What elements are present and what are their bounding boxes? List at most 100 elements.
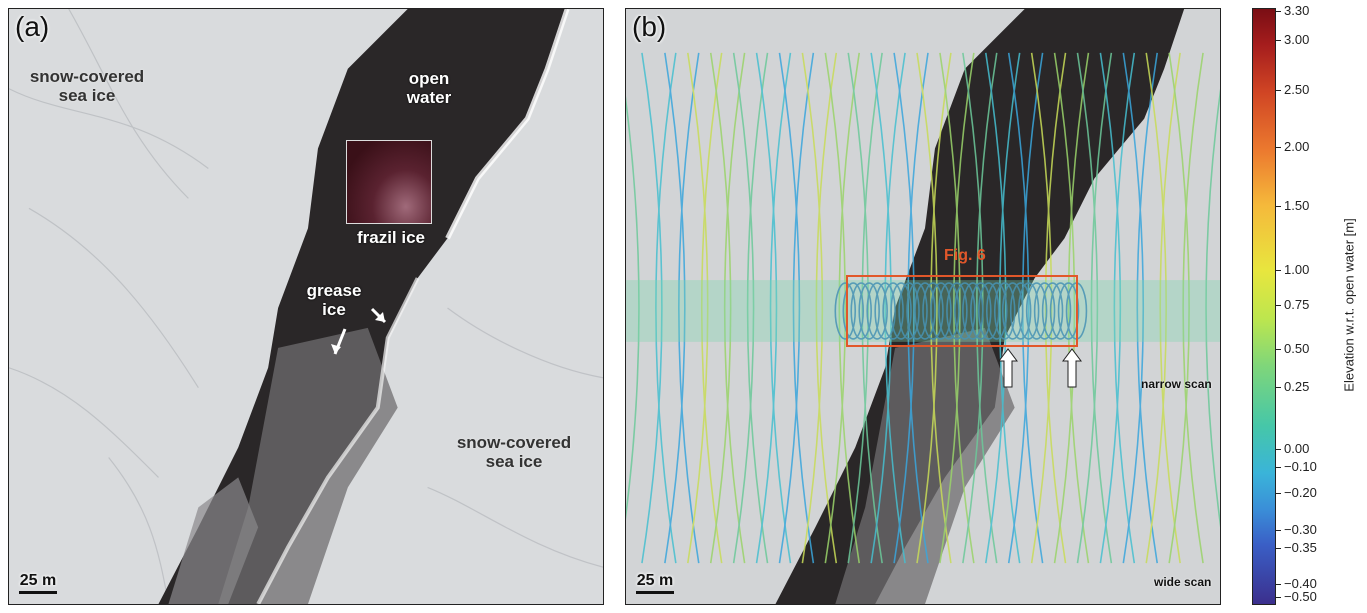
scan-arc bbox=[1168, 52, 1190, 564]
panel-a-label: (a) bbox=[15, 11, 50, 42]
colorbar-tick-mark bbox=[1276, 270, 1281, 271]
colorbar-tick-mark bbox=[1276, 11, 1281, 12]
scan-arc bbox=[755, 52, 778, 564]
colorbar-tick-label: 0.00 bbox=[1284, 441, 1310, 456]
narrow-scan-loop bbox=[946, 282, 968, 340]
scan-arc bbox=[976, 52, 998, 564]
open-water-label: open water bbox=[406, 69, 452, 107]
scan-arc bbox=[678, 52, 700, 564]
narrow-scan-loop bbox=[1041, 282, 1064, 340]
panel-b-label: (b) bbox=[632, 11, 667, 42]
scan-arc bbox=[1145, 52, 1167, 564]
narrow-scan-loop bbox=[1033, 282, 1056, 340]
scan-arc bbox=[1076, 52, 1099, 564]
colorbar-tick-mark bbox=[1276, 467, 1281, 468]
scan-arc bbox=[939, 52, 961, 564]
colorbar-title: Elevation w.r.t. open water [m] bbox=[1341, 218, 1357, 392]
colorbar-tick-mark bbox=[1276, 584, 1281, 585]
scan-arc bbox=[778, 52, 801, 564]
grease-ice-arrows-icon bbox=[331, 307, 387, 355]
colorbar-tick-label: 3.00 bbox=[1284, 32, 1310, 47]
narrow-scan-loop bbox=[874, 282, 896, 340]
colorbar-tick-label: 0.25 bbox=[1284, 379, 1310, 394]
scan-arc bbox=[815, 52, 838, 564]
snow-covered-sea-ice-label-right: snow-covered sea ice bbox=[456, 433, 572, 471]
scan-arc bbox=[1067, 52, 1090, 564]
narrow-scan-loop bbox=[985, 282, 1008, 340]
colorbar-tick-mark bbox=[1276, 147, 1281, 148]
narrow-scan-loop bbox=[906, 282, 928, 340]
scan-arc bbox=[907, 52, 929, 564]
colorbar-tick-label: 1.50 bbox=[1284, 198, 1310, 213]
colorbar-tick-label: 2.00 bbox=[1284, 139, 1310, 154]
colorbar-tick-label: 3.30 bbox=[1284, 3, 1310, 18]
scan-arc bbox=[1122, 52, 1145, 564]
colorbar-tick-mark bbox=[1276, 90, 1281, 91]
panel-b-elevation-overlay: (b) Fig. 6 narrow scan wide scan 25 m bbox=[625, 8, 1221, 605]
scale-label-b: 25 m bbox=[636, 572, 674, 589]
narrow-scan-loop bbox=[1009, 282, 1032, 340]
colorbar-tick-label: 2.50 bbox=[1284, 82, 1310, 97]
colorbar-tick-label: −0.40 bbox=[1284, 576, 1317, 591]
scan-arc bbox=[893, 52, 915, 564]
colorbar-tick-mark bbox=[1276, 40, 1281, 41]
scan-arc bbox=[985, 52, 1007, 564]
snow-covered-sea-ice-label-left: snow-covered sea ice bbox=[29, 67, 145, 105]
scan-arc bbox=[847, 52, 869, 564]
colorbar-tick-label: −0.10 bbox=[1284, 459, 1317, 474]
narrow-scan-loop bbox=[1057, 282, 1080, 340]
elevation-colorbar bbox=[1252, 8, 1276, 605]
fig6-label: Fig. 6 bbox=[944, 247, 986, 264]
scan-arc bbox=[838, 52, 861, 564]
colorbar-tick-label: 0.75 bbox=[1284, 297, 1310, 312]
frazil-ice-inset-photo bbox=[346, 140, 432, 224]
scan-arc bbox=[824, 52, 847, 564]
scan-arc bbox=[801, 52, 824, 564]
scan-arc bbox=[916, 52, 938, 564]
colorbar-tick-label: −0.20 bbox=[1284, 485, 1317, 500]
narrow-scan-loop bbox=[993, 282, 1016, 340]
colorbar-tick-mark bbox=[1276, 349, 1281, 350]
colorbar-tick-mark bbox=[1276, 493, 1281, 494]
panel-a-photo: (a) snow-covered sea ice open water fraz… bbox=[8, 8, 604, 605]
scan-arc bbox=[723, 52, 746, 564]
narrow-scan-loop bbox=[1017, 282, 1040, 340]
narrow-scan-loop bbox=[1001, 282, 1024, 340]
scan-arc bbox=[998, 52, 1021, 564]
colorbar-tick-mark bbox=[1276, 530, 1281, 531]
narrow-scan-loop bbox=[978, 282, 1000, 340]
narrow-scan-loop bbox=[970, 282, 992, 340]
colorbar-tick-label: 1.00 bbox=[1284, 262, 1310, 277]
narrow-scan-loop bbox=[1049, 282, 1072, 340]
scan-arc bbox=[709, 52, 732, 564]
scan-arc bbox=[1044, 52, 1067, 564]
narrow-scan-loop bbox=[890, 282, 912, 340]
scan-arc bbox=[641, 52, 663, 564]
scale-label-a: 25 m bbox=[19, 572, 57, 589]
narrow-scan-loop bbox=[914, 282, 936, 340]
scan-arc bbox=[732, 52, 755, 564]
scale-bar-a: 25 m bbox=[19, 572, 57, 594]
scan-arc bbox=[746, 52, 769, 564]
narrow-scan-loop bbox=[882, 282, 904, 340]
sea-ice-image-a bbox=[9, 9, 603, 604]
scan-arc bbox=[769, 52, 792, 564]
colorbar-tick-mark bbox=[1276, 206, 1281, 207]
scan-arc bbox=[1159, 52, 1181, 564]
narrow-scan-loop bbox=[858, 282, 880, 340]
scan-arc bbox=[953, 52, 975, 564]
fig6-arrows-icon bbox=[998, 348, 1082, 388]
narrow-scan-loop bbox=[954, 282, 976, 340]
scan-arc bbox=[1182, 52, 1204, 564]
scan-arc bbox=[1205, 88, 1220, 528]
scan-arc bbox=[884, 52, 906, 564]
colorbar-tick-mark bbox=[1276, 548, 1281, 549]
scan-arc bbox=[1030, 52, 1053, 564]
scan-arc bbox=[626, 96, 640, 520]
colorbar-tick-label: 0.50 bbox=[1284, 341, 1310, 356]
scan-arc bbox=[1053, 52, 1076, 564]
frazil-ice-label: frazil ice bbox=[356, 228, 426, 247]
narrow-scan-loop bbox=[1025, 282, 1048, 340]
scan-arc bbox=[700, 52, 723, 564]
narrow-scan-loop bbox=[898, 282, 920, 340]
